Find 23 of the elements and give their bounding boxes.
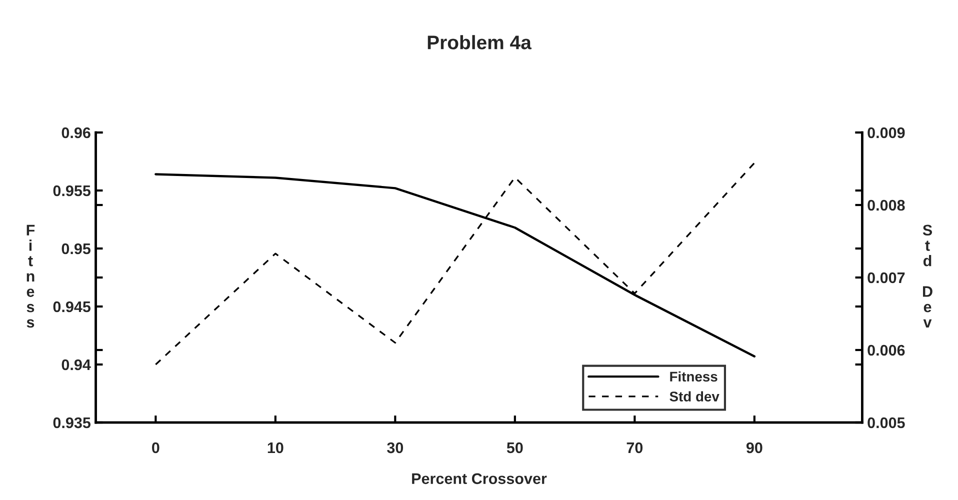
y-tick-label: 0.935 — [53, 417, 91, 428]
x-tick-label: 0 — [152, 442, 160, 454]
y-tick-label: 0.955 — [53, 185, 91, 196]
x-tick-label: 90 — [746, 442, 762, 454]
y-axis-title: Fitness — [26, 224, 35, 328]
x-tick-label: 50 — [506, 442, 523, 454]
x-axis-title: Percent Crossover — [412, 473, 547, 484]
y-tick-label: 0.945 — [53, 301, 91, 312]
chart-title: Problem 4a — [428, 35, 532, 50]
y2-tick-label: 0.005 — [868, 417, 905, 428]
y2-tick-label: 0.008 — [868, 200, 905, 211]
y2-tick-label: 0.007 — [868, 272, 905, 284]
y-tick-label: 0.96 — [62, 127, 90, 138]
x-tick-label: 70 — [626, 442, 643, 454]
text: Std Dev — [922, 224, 932, 328]
x-tick-label: 10 — [268, 442, 284, 454]
x-tick-label: 30 — [387, 442, 404, 454]
y-tick-label: 0.95 — [62, 243, 91, 254]
y2-tick-label: 0.009 — [868, 127, 905, 138]
legend-label: Std dev — [670, 391, 720, 402]
legend-label: Fitness — [670, 371, 718, 382]
y-tick-label: 0.94 — [62, 359, 91, 370]
y2-tick-label: 0.006 — [868, 344, 905, 356]
